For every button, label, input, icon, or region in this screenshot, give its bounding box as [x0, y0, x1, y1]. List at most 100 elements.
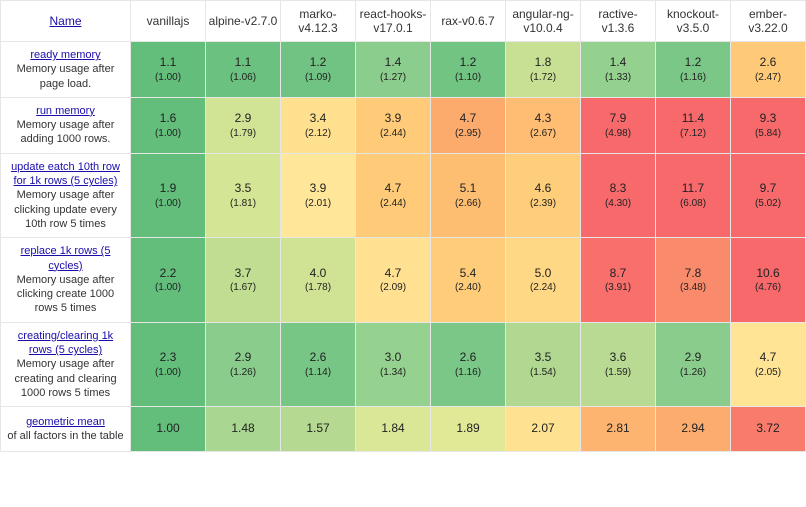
cell-value: 9.3	[733, 111, 803, 127]
cell-value: 1.4	[583, 55, 653, 71]
data-cell: 1.4(1.33)	[581, 42, 656, 98]
data-cell: 1.8(1.72)	[506, 42, 581, 98]
cell-value: 4.3	[508, 111, 578, 127]
cell-value: 3.72	[733, 421, 803, 437]
header-fw-5: angular-ng-v10.0.4	[506, 1, 581, 42]
data-cell: 4.7(2.44)	[356, 153, 431, 237]
row-title-link[interactable]: update eatch 10th row for 1k rows (5 cyc…	[5, 160, 126, 189]
data-cell: 5.0(2.24)	[506, 238, 581, 322]
cell-value: 3.5	[508, 350, 578, 366]
header-fw-6: ractive-v1.3.6	[581, 1, 656, 42]
cell-value: 2.9	[658, 350, 728, 366]
row-title-link[interactable]: run memory	[5, 104, 126, 118]
cell-ratio: (2.44)	[358, 197, 428, 210]
row-head: geometric meanof all factors in the tabl…	[1, 407, 131, 452]
data-cell: 10.6(4.76)	[731, 238, 806, 322]
row-title-link[interactable]: creating/clearing 1k rows (5 cycles)	[5, 329, 126, 358]
cell-value: 3.9	[358, 111, 428, 127]
cell-ratio: (1.26)	[658, 366, 728, 379]
cell-value: 8.3	[583, 181, 653, 197]
row-title-link[interactable]: replace 1k rows (5 cycles)	[5, 244, 126, 273]
cell-ratio: (2.95)	[433, 127, 503, 140]
cell-value: 4.0	[283, 266, 353, 282]
cell-value: 1.4	[358, 55, 428, 71]
cell-ratio: (4.76)	[733, 281, 803, 294]
cell-value: 2.2	[133, 266, 203, 282]
cell-ratio: (2.24)	[508, 281, 578, 294]
table-row: update eatch 10th row for 1k rows (5 cyc…	[1, 153, 806, 237]
data-cell: 4.7(2.95)	[431, 97, 506, 153]
geo-cell: 3.72	[731, 407, 806, 452]
cell-ratio: (1.16)	[658, 71, 728, 84]
data-cell: 1.9(1.00)	[131, 153, 206, 237]
cell-value: 9.7	[733, 181, 803, 197]
row-desc: Memory usage after creating and clearing…	[5, 357, 126, 400]
cell-value: 1.1	[208, 55, 278, 71]
geo-cell: 1.84	[356, 407, 431, 452]
cell-value: 3.5	[208, 181, 278, 197]
geo-cell: 1.00	[131, 407, 206, 452]
header-fw-8: ember-v3.22.0	[731, 1, 806, 42]
data-cell: 3.4(2.12)	[281, 97, 356, 153]
data-cell: 4.7(2.05)	[731, 322, 806, 406]
cell-value: 1.2	[658, 55, 728, 71]
cell-value: 1.57	[283, 421, 353, 437]
data-cell: 7.8(3.48)	[656, 238, 731, 322]
data-cell: 1.2(1.10)	[431, 42, 506, 98]
table-row: creating/clearing 1k rows (5 cycles)Memo…	[1, 322, 806, 406]
data-cell: 2.9(1.79)	[206, 97, 281, 153]
cell-ratio: (1.10)	[433, 71, 503, 84]
data-cell: 4.7(2.09)	[356, 238, 431, 322]
header-fw-4: rax-v0.6.7	[431, 1, 506, 42]
cell-ratio: (2.47)	[733, 71, 803, 84]
cell-ratio: (1.59)	[583, 366, 653, 379]
data-cell: 8.7(3.91)	[581, 238, 656, 322]
data-cell: 11.7(6.08)	[656, 153, 731, 237]
row-head: run memoryMemory usage after adding 1000…	[1, 97, 131, 153]
cell-ratio: (1.16)	[433, 366, 503, 379]
table-row: replace 1k rows (5 cycles)Memory usage a…	[1, 238, 806, 322]
data-cell: 4.6(2.39)	[506, 153, 581, 237]
header-fw-7: knockout-v3.5.0	[656, 1, 731, 42]
cell-ratio: (6.08)	[658, 197, 728, 210]
row-title-link[interactable]: geometric mean	[5, 415, 126, 429]
data-cell: 3.0(1.34)	[356, 322, 431, 406]
cell-value: 2.9	[208, 111, 278, 127]
data-cell: 1.1(1.06)	[206, 42, 281, 98]
data-cell: 2.2(1.00)	[131, 238, 206, 322]
cell-value: 1.2	[283, 55, 353, 71]
cell-value: 1.8	[508, 55, 578, 71]
row-desc: Memory usage after page load.	[5, 62, 126, 91]
data-cell: 2.6(1.14)	[281, 322, 356, 406]
cell-value: 3.4	[283, 111, 353, 127]
cell-value: 1.48	[208, 421, 278, 437]
header-fw-2: marko-v4.12.3	[281, 1, 356, 42]
cell-ratio: (2.67)	[508, 127, 578, 140]
cell-value: 2.3	[133, 350, 203, 366]
cell-value: 2.6	[433, 350, 503, 366]
row-title-link[interactable]: ready memory	[5, 48, 126, 62]
geo-cell: 1.89	[431, 407, 506, 452]
data-cell: 5.4(2.40)	[431, 238, 506, 322]
cell-value: 5.0	[508, 266, 578, 282]
geo-cell: 2.07	[506, 407, 581, 452]
row-head: creating/clearing 1k rows (5 cycles)Memo…	[1, 322, 131, 406]
cell-value: 2.6	[283, 350, 353, 366]
cell-ratio: (3.91)	[583, 281, 653, 294]
cell-value: 11.4	[658, 111, 728, 127]
cell-value: 3.0	[358, 350, 428, 366]
table-row: ready memoryMemory usage after page load…	[1, 42, 806, 98]
cell-value: 1.89	[433, 421, 503, 437]
cell-value: 3.7	[208, 266, 278, 282]
data-cell: 1.1(1.00)	[131, 42, 206, 98]
cell-value: 8.7	[583, 266, 653, 282]
cell-ratio: (2.05)	[733, 366, 803, 379]
name-header-link[interactable]: Name	[49, 14, 81, 28]
data-cell: 4.0(1.78)	[281, 238, 356, 322]
data-cell: 1.2(1.09)	[281, 42, 356, 98]
cell-value: 7.8	[658, 266, 728, 282]
cell-ratio: (2.12)	[283, 127, 353, 140]
header-fw-1: alpine-v2.7.0	[206, 1, 281, 42]
cell-ratio: (1.27)	[358, 71, 428, 84]
cell-value: 4.7	[433, 111, 503, 127]
